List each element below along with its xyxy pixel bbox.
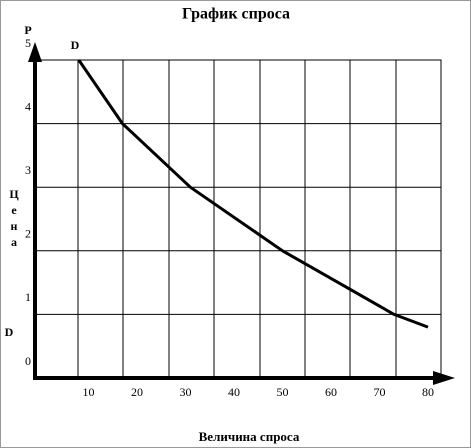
x-tick-label: 50 [277,385,289,399]
x-tick-label: 60 [325,385,337,399]
y-axis-symbol: P [24,23,31,37]
chart-title: График спроса [182,6,290,23]
y-tick-label: 5 [25,36,31,50]
y-tick-label: 0 [25,354,31,368]
y-arrow [28,42,42,62]
y-tick-label: 2 [25,227,31,241]
x-tick-label: 20 [131,385,143,399]
axes [28,42,455,385]
y-axis-label: н [11,219,18,233]
y-tick-label: 3 [25,163,31,177]
y-axis-label: е [11,203,17,217]
x-arrow [433,371,455,385]
y-axis-label: Ц [9,187,19,201]
y-tick-label: 1 [25,290,31,304]
y-axis-label: а [11,235,17,249]
x-tick-label: 40 [228,385,240,399]
demand-line [77,59,429,329]
curve-label: D [71,38,80,52]
x-axis-label: Величина спроса [199,429,300,444]
y-tick-label: 4 [25,99,31,113]
side-label: D [5,325,14,339]
x-tick-label: 10 [83,385,95,399]
plot [35,59,441,379]
x-tick-label: 80 [422,385,434,399]
x-tick-label: 70 [374,385,386,399]
x-tick-label: 30 [180,385,192,399]
